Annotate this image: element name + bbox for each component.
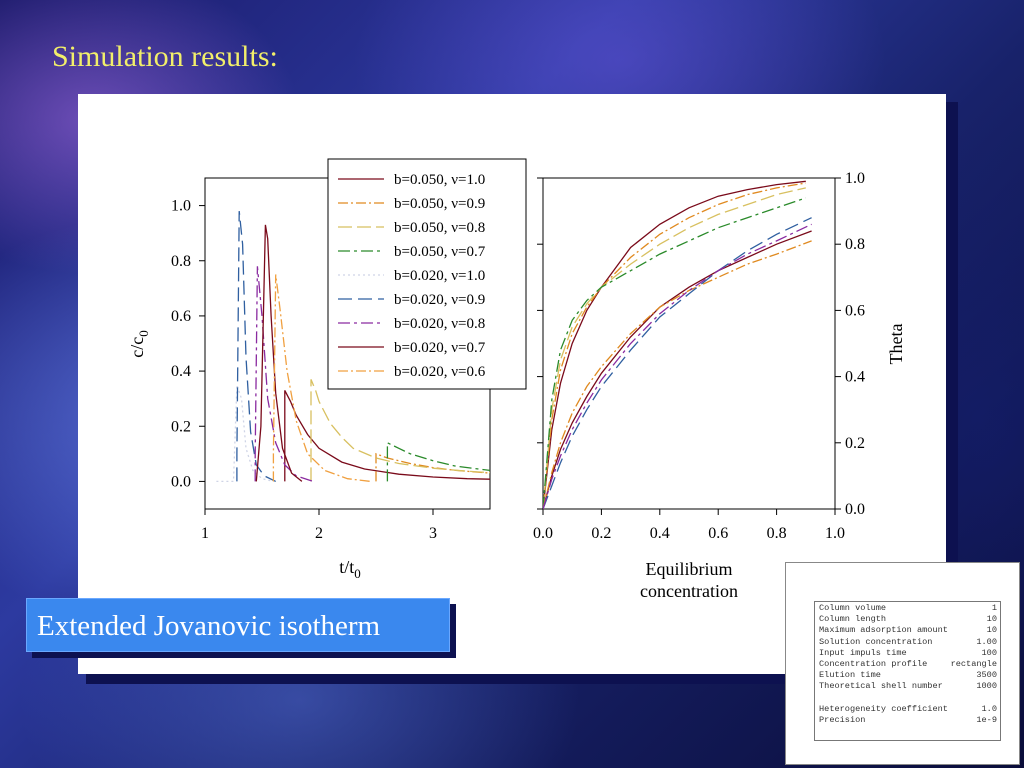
isotherm-label: Extended Jovanovic isotherm [26, 598, 450, 652]
chart1-series-line [254, 266, 314, 483]
chart2-series-line [543, 182, 806, 510]
chart2-ylabel: Theta [886, 324, 906, 365]
legend-label: b=0.020, ν=0.6 [394, 364, 486, 380]
parameter-row: Maximum adsorption amount 10 [819, 625, 997, 636]
chart2-ytick-label: 0.0 [845, 501, 865, 518]
parameter-value: 100 [981, 647, 997, 658]
parameter-name: Column length [819, 614, 887, 625]
parameter-row: Concentration profile rectangle [819, 659, 997, 670]
legend-label: b=0.050, ν=1.0 [394, 172, 485, 188]
chart2-xtick-label: 0.2 [591, 525, 611, 542]
parameter-row: Column volume 1 [819, 603, 997, 614]
parameter-name: Elution time [819, 670, 881, 681]
parameter-name: Solution concentration [819, 636, 933, 647]
chart1-ytick-label: 0.0 [171, 473, 191, 490]
parameters-table: Column volume 1 Column length 10 Maximum ads… [814, 601, 1001, 741]
chart1-ytick-label: 0.6 [171, 308, 191, 325]
parameter-row: Input impuls time 100 [819, 648, 997, 659]
chart1-series-line [255, 224, 303, 482]
legend-label: b=0.050, ν=0.8 [394, 220, 485, 236]
parameter-value: 1 [991, 603, 997, 613]
parameter-name: Theoretical shell number [819, 681, 943, 692]
legend-label: b=0.050, ν=0.7 [394, 244, 486, 260]
chart2-series-line [543, 197, 807, 510]
chart1-series-line [216, 384, 274, 483]
chart2-series-line [543, 187, 806, 510]
chart1-series-line [236, 211, 276, 482]
parameter-row [819, 693, 997, 704]
chart2-ytick-label: 0.2 [845, 435, 865, 452]
parameter-value: 10 [986, 614, 997, 625]
parameter-value: rectangle [950, 659, 997, 670]
chart2-ytick-label: 1.0 [845, 170, 865, 187]
chart-svg: 0.0 0.2 0.4 0.6 0.8 1.0 1 2 3 c/c0 t/t0 b=0.050, ν=… [127, 158, 906, 601]
parameter-row: Theoretical shell number 1000 [819, 681, 997, 692]
chart1-ytick-label: 1.0 [171, 198, 191, 215]
parameter-value: 1.0 [981, 703, 997, 714]
parameter-row: Precision 1e-9 [819, 715, 997, 726]
parameter-name: Maximum adsorption amount [819, 625, 948, 636]
chart2-xtick-label: 0.8 [767, 525, 787, 542]
chart1-ytick-label: 0.8 [171, 253, 191, 270]
chart2-series-line [543, 230, 812, 510]
legend-label: b=0.050, ν=0.9 [394, 196, 485, 212]
chart1-ylabel: c/c0 [127, 330, 151, 357]
chart2-xtick-label: 0.6 [708, 525, 728, 542]
parameter-value: 1e-9 [976, 715, 997, 726]
parameter-value: 1000 [976, 681, 997, 692]
chart1-xlabel: t/t0 [339, 557, 361, 581]
parameter-row: Solution concentration 1.00 [819, 637, 997, 648]
chart1-series-line [284, 390, 490, 482]
parameter-value: 10 [986, 625, 997, 636]
parameter-value: 1.00 [976, 636, 997, 647]
parameter-name: Precision [819, 715, 866, 726]
chart1-ytick-label: 0.2 [171, 418, 191, 435]
legend-label: b=0.020, ν=0.9 [394, 292, 485, 308]
chart2-series-line [543, 217, 812, 510]
parameter-name: Input impuls time [819, 647, 907, 658]
parameter-row: Elution time 3500 [819, 670, 997, 681]
chart1-series-line [272, 274, 371, 483]
slide-title: Simulation results: [52, 40, 278, 73]
chart1-ytick-label: 0.4 [171, 363, 191, 380]
parameter-value: 3500 [976, 670, 997, 681]
chart2-series-line [543, 180, 806, 510]
chart2-xtick-label: 1.0 [825, 525, 845, 542]
chart2-xtick-label: 0.0 [533, 525, 553, 542]
parameter-name: Concentration profile [819, 659, 928, 670]
chart1-xtick-label: 1 [201, 525, 209, 542]
chart2-ytick-label: 0.6 [845, 302, 865, 319]
parameter-name: Column volume [819, 603, 887, 613]
chart1-xtick-label: 2 [315, 525, 323, 542]
parameter-name: Heterogeneity coefficient [819, 703, 948, 714]
chart2-series-line [543, 240, 812, 510]
chart1-series-line [386, 441, 490, 482]
chart1-legend [327, 158, 527, 390]
parameters-card: Column volume 1 Column length 10 Maximum ads… [785, 562, 1020, 765]
chart2-ytick-label: 0.4 [845, 369, 865, 386]
chart2-ytick-label: 0.8 [845, 236, 865, 253]
chart2-xtick-label: 0.4 [650, 525, 670, 542]
chart2-frame [542, 177, 836, 510]
parameter-row: Column length 10 [819, 614, 997, 625]
chart1-series-line [310, 379, 490, 482]
legend-label: b=0.020, ν=1.0 [394, 268, 485, 284]
parameter-row: Heterogeneity coefficient 1.0 [819, 704, 997, 715]
chart1-xtick-label: 3 [429, 525, 437, 542]
legend-label: b=0.020, ν=0.7 [394, 340, 486, 356]
chart2-xlabel: Equilibrium concentration [640, 559, 738, 601]
chart2-series-line [543, 223, 812, 510]
legend-label: b=0.020, ν=0.8 [394, 316, 485, 332]
